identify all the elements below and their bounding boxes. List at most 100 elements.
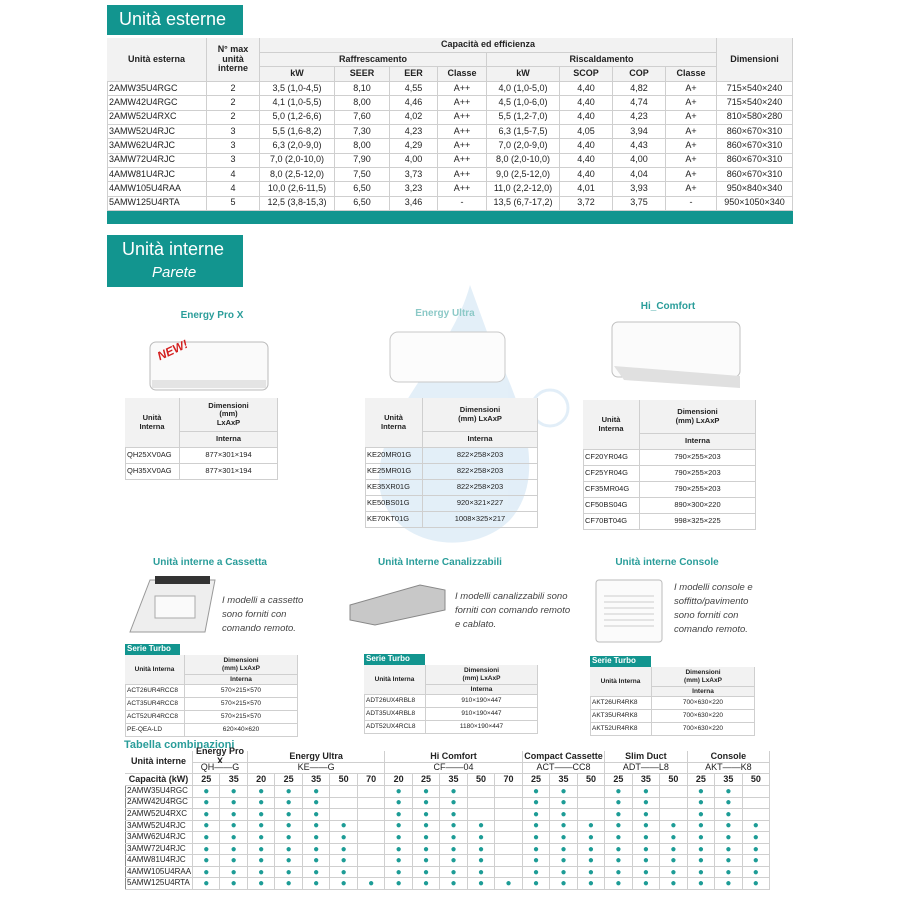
table-cell: KE50BS01G — [365, 496, 423, 512]
capacity-cell: 50 — [577, 774, 606, 786]
table-cell: 6,50 — [335, 182, 390, 197]
header-cell: Dimensioni (mm) LxAxP — [185, 655, 298, 675]
table-cell: 2AMW35U4RGC — [107, 82, 207, 97]
table-cell: QH35XV0AG — [125, 464, 180, 480]
combination-cell: ● — [522, 855, 551, 867]
combination-cell: ● — [275, 809, 303, 821]
table-cell: 890×300×220 — [640, 498, 756, 514]
table-cell: 700×630×220 — [652, 697, 755, 710]
table-cell: 570×215×570 — [185, 711, 298, 724]
combination-cell: ● — [577, 844, 606, 856]
ac-energy-ultra — [389, 331, 506, 383]
combination-cell: ● — [247, 832, 276, 844]
combination-cell: ● — [550, 844, 578, 856]
unit-cell: 3AMW52U4RJC — [125, 820, 193, 833]
combination-cell — [495, 855, 523, 867]
combination-cell: ● — [605, 878, 633, 890]
unit-cell: 2AMW35U4RGC — [125, 786, 193, 798]
table-cell: 5,5 (1,6-8,2) — [260, 125, 335, 140]
combination-cell: ● — [632, 798, 661, 810]
table-cell: 6,3 (1,5-7,5) — [487, 125, 560, 140]
header-cell: Interna — [640, 434, 756, 450]
product-name: Unità interne Console — [615, 556, 719, 568]
table-cell: AKT26UR4RK8 — [590, 697, 652, 710]
combination-cell — [495, 832, 523, 844]
combination-cell: ● — [412, 867, 441, 879]
table-cell: 910×190×447 — [426, 695, 538, 708]
combination-cell: ● — [330, 821, 358, 833]
header-cell: Interna — [423, 432, 538, 448]
table-cell: 4,02 — [390, 110, 438, 125]
header-cell: Unità Interna — [364, 665, 426, 695]
combination-cell: ● — [715, 809, 743, 821]
combination-cell: ● — [715, 878, 743, 890]
combination-cell: ● — [302, 855, 331, 867]
table-cell: 3AMW62U4RJC — [107, 139, 207, 154]
header-cell: EER — [390, 67, 438, 82]
combination-cell: ● — [715, 821, 743, 833]
combination-cell: ● — [742, 878, 771, 890]
combination-cell: ● — [440, 832, 468, 844]
combination-cell: ● — [247, 798, 276, 810]
cassette — [129, 576, 216, 633]
table-cell: 570×215×570 — [185, 685, 298, 698]
table-cell: 920×321×227 — [423, 496, 538, 512]
header-cell: Interna — [426, 685, 538, 695]
header-cell: Unità Interna — [365, 398, 423, 448]
table-cell: 7,30 — [335, 125, 390, 140]
header-cell: Capacità (kW) — [125, 774, 193, 786]
combination-cell: ● — [715, 855, 743, 867]
table-cell: 822×258×203 — [423, 464, 538, 480]
table-cell: ADT35UX4RBL8 — [364, 708, 426, 721]
product-name: Energy Pro X — [180, 309, 244, 321]
combination-cell: ● — [687, 855, 716, 867]
combination-cell: ● — [385, 855, 413, 867]
combination-cell: ● — [660, 855, 688, 867]
combination-cell — [357, 855, 386, 867]
combination-cell: ● — [577, 878, 606, 890]
table-cell: A++ — [438, 168, 487, 183]
table-cell: 4,40 — [560, 96, 613, 111]
group-name: Slim Duct — [605, 751, 688, 763]
table-cell: 8,00 — [335, 139, 390, 154]
header-cell: Capacità ed efficienza — [260, 38, 717, 53]
table-cell: 8,0 (2,0-10,0) — [487, 153, 560, 168]
combination-cell: ● — [742, 867, 771, 879]
capacity-cell: 20 — [247, 774, 276, 786]
unit-body — [149, 341, 269, 391]
header-cell: Unità Interna — [583, 400, 640, 450]
table-cell: 13,5 (6,7-17,2) — [487, 196, 560, 211]
combination-cell: ● — [522, 786, 551, 798]
header-cell: Dimensioni (mm) LxAxP — [426, 665, 538, 685]
table-cell: 4,00 — [613, 153, 666, 168]
capacity-cell: 50 — [330, 774, 358, 786]
combination-cell: ● — [275, 786, 303, 798]
product-description: I modelli console e soffitto/pavimento s… — [674, 582, 753, 635]
combination-cell — [660, 809, 688, 821]
table-cell: 4,40 — [560, 168, 613, 183]
combination-cell: ● — [660, 844, 688, 856]
combination-cell: ● — [632, 832, 661, 844]
table-cell: 4,5 (1,0-6,0) — [487, 96, 560, 111]
header-cell: Unità Interna — [125, 398, 180, 448]
combination-cell: ● — [577, 855, 606, 867]
table-cell: 4,23 — [613, 110, 666, 125]
combination-cell — [577, 786, 606, 798]
table-cell: AKT52UR4RK8 — [590, 723, 652, 736]
table-cell: 4,40 — [560, 82, 613, 97]
table-cell: 822×258×203 — [423, 448, 538, 464]
combination-cell: ● — [193, 844, 221, 856]
combination-cell: ● — [385, 821, 413, 833]
product-name: Unità Interne Canalizzabili — [378, 556, 502, 568]
combination-cell: ● — [605, 855, 633, 867]
table-cell: 2AMW42U4RGC — [107, 96, 207, 111]
product-name: Unità interne a Cassetta — [153, 556, 267, 568]
header-cell: Raffrescamento — [260, 53, 487, 67]
header-cell: kW — [487, 67, 560, 82]
section-subtitle: Parete — [152, 263, 197, 281]
header-cell: Riscaldamento — [487, 53, 717, 67]
group-name: Compact Cassette — [522, 751, 606, 763]
capacity-cell: 70 — [495, 774, 523, 786]
combination-cell — [495, 786, 523, 798]
capacity-cell: 35 — [550, 774, 578, 786]
